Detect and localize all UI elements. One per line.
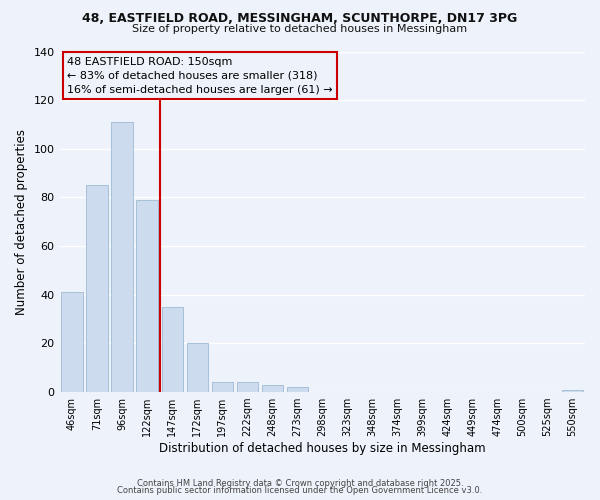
Bar xyxy=(212,382,233,392)
X-axis label: Distribution of detached houses by size in Messingham: Distribution of detached houses by size … xyxy=(159,442,485,455)
Bar xyxy=(161,307,183,392)
Bar xyxy=(86,186,108,392)
Text: Contains HM Land Registry data © Crown copyright and database right 2025.: Contains HM Land Registry data © Crown c… xyxy=(137,478,463,488)
Bar xyxy=(262,385,283,392)
Bar xyxy=(236,382,258,392)
Bar xyxy=(187,344,208,392)
Text: Contains public sector information licensed under the Open Government Licence v3: Contains public sector information licen… xyxy=(118,486,482,495)
Bar xyxy=(136,200,158,392)
Text: Size of property relative to detached houses in Messingham: Size of property relative to detached ho… xyxy=(133,24,467,34)
Bar xyxy=(562,390,583,392)
Bar xyxy=(61,292,83,392)
Text: 48, EASTFIELD ROAD, MESSINGHAM, SCUNTHORPE, DN17 3PG: 48, EASTFIELD ROAD, MESSINGHAM, SCUNTHOR… xyxy=(82,12,518,26)
Bar xyxy=(287,387,308,392)
Bar xyxy=(112,122,133,392)
Y-axis label: Number of detached properties: Number of detached properties xyxy=(15,129,28,315)
Text: 48 EASTFIELD ROAD: 150sqm
← 83% of detached houses are smaller (318)
16% of semi: 48 EASTFIELD ROAD: 150sqm ← 83% of detac… xyxy=(67,56,333,94)
